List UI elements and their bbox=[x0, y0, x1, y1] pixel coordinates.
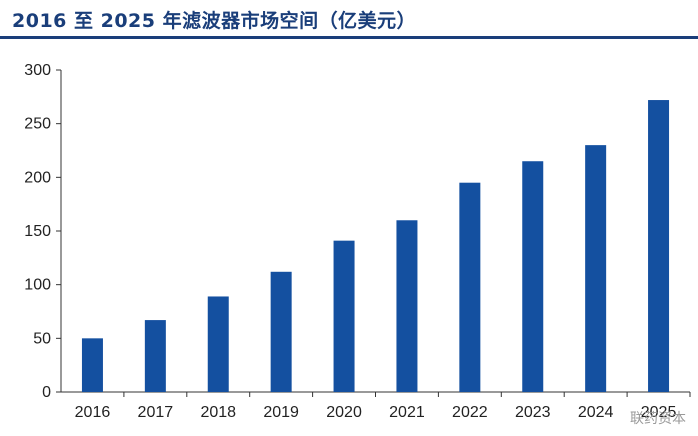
x-tick-label: 2018 bbox=[200, 404, 236, 421]
title-rule bbox=[0, 36, 698, 39]
x-tick-label: 2016 bbox=[75, 404, 111, 421]
x-tick-label: 2017 bbox=[138, 404, 174, 421]
x-tick-label: 2022 bbox=[452, 404, 488, 421]
y-tick-label: 150 bbox=[24, 223, 51, 240]
chart-title: 2016 至 2025 年滤波器市场空间（亿美元） bbox=[12, 10, 417, 32]
bar-2020 bbox=[333, 240, 355, 392]
watermark-text: 联药资本 bbox=[630, 411, 686, 427]
y-tick-label: 100 bbox=[24, 277, 51, 294]
y-tick-label: 0 bbox=[42, 384, 51, 401]
y-tick-label: 300 bbox=[24, 62, 51, 79]
y-tick-label: 200 bbox=[24, 169, 51, 186]
x-tick-label: 2021 bbox=[389, 404, 425, 421]
x-tick-label: 2025 bbox=[641, 404, 677, 421]
x-tick-label: 2023 bbox=[515, 404, 551, 421]
bar-2017 bbox=[144, 320, 166, 392]
bar-2023 bbox=[522, 161, 544, 392]
bar-2019 bbox=[270, 271, 292, 392]
bar-2016 bbox=[81, 338, 103, 392]
x-tick-label: 2020 bbox=[326, 404, 362, 421]
bar-2018 bbox=[207, 296, 229, 392]
bar-2025 bbox=[648, 100, 670, 392]
bar-2022 bbox=[459, 182, 481, 392]
y-tick-label: 250 bbox=[24, 116, 51, 133]
bar-2021 bbox=[396, 220, 418, 392]
y-tick-label: 50 bbox=[33, 330, 51, 347]
x-tick-label: 2019 bbox=[263, 404, 299, 421]
x-tick-label: 2024 bbox=[578, 404, 614, 421]
bar-2024 bbox=[585, 145, 607, 392]
